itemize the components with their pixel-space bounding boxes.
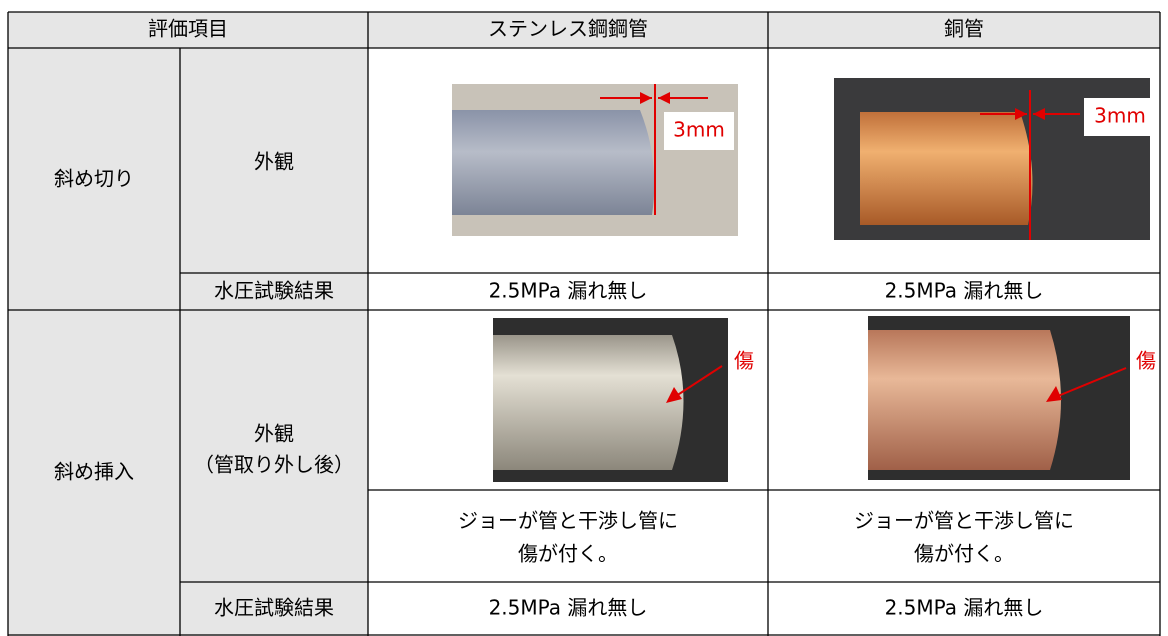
- cell-backgrounds: [8, 12, 1160, 636]
- group-label: 斜め切り: [54, 167, 134, 191]
- cell: ジョーが管と干渉し管に: [854, 509, 1074, 533]
- cell: 2.5MPa 漏れ無し: [489, 596, 648, 620]
- cell: 2.5MPa 漏れ無し: [885, 279, 1044, 303]
- photo-steel-insert: [493, 318, 728, 482]
- row-item: 外観: [254, 150, 294, 174]
- header-cell: 銅管: [944, 17, 984, 41]
- photo-copper-insert: [868, 316, 1130, 480]
- header-cell: ステンレス鋼鋼管: [488, 17, 648, 41]
- cell: ジョーが管と干渉し管に: [458, 509, 678, 533]
- photo-copper-cut: [834, 78, 1156, 240]
- row-item: 外観: [254, 422, 294, 446]
- row-item: （管取り外し後）: [194, 453, 354, 477]
- group-label: 斜め挿入: [54, 460, 134, 484]
- table-grid: [7, 11, 1161, 636]
- cell: 2.5MPa 漏れ無し: [885, 596, 1044, 620]
- cell: 2.5MPa 漏れ無し: [489, 279, 648, 303]
- annotation: 3mm: [673, 118, 725, 142]
- cell: 傷が付く。: [914, 542, 1014, 566]
- row-item: 水圧試験結果: [214, 596, 334, 620]
- annotation: 傷: [734, 349, 754, 373]
- row-item: 水圧試験結果: [214, 279, 334, 303]
- annotation: 傷: [1136, 349, 1156, 373]
- annotation: 3mm: [1094, 104, 1146, 128]
- header-cell: 評価項目: [148, 17, 228, 41]
- cell: 傷が付く。: [518, 542, 618, 566]
- photo-steel-cut: [452, 84, 738, 236]
